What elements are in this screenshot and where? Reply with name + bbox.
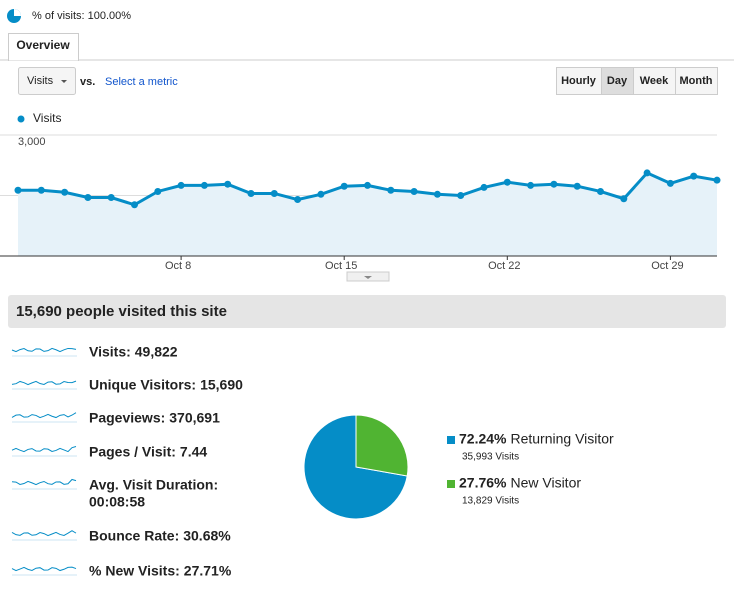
x-tick-label: Oct 15 xyxy=(325,260,357,272)
point xyxy=(713,176,721,184)
granularity-button[interactable] xyxy=(601,67,634,95)
segment-icon-cut xyxy=(14,9,21,16)
granularity-button[interactable] xyxy=(675,67,718,95)
sparkline xyxy=(11,347,77,353)
point xyxy=(247,189,255,197)
point xyxy=(340,182,348,190)
legend-label: Visits xyxy=(33,111,61,125)
metric-value: 370,691 xyxy=(169,410,220,426)
metric-value: 00:08:58 xyxy=(89,494,145,510)
metric-dropdown[interactable] xyxy=(18,67,76,95)
point xyxy=(37,186,45,194)
point xyxy=(433,190,441,198)
legend-swatch xyxy=(447,436,455,444)
summary-title: 15,690 people visited this site xyxy=(16,303,227,320)
granularity-label[interactable]: Hourly xyxy=(561,75,597,87)
point xyxy=(61,188,69,196)
segment-label: % of visits: 100.00% xyxy=(32,10,131,22)
legend-percent: 27.76% xyxy=(459,475,507,491)
point xyxy=(550,180,558,188)
point xyxy=(410,187,418,195)
sparkline xyxy=(11,478,77,486)
point xyxy=(457,192,465,199)
sparkline xyxy=(11,412,77,419)
metric-dropdown-label[interactable]: Visits xyxy=(27,75,54,87)
point xyxy=(154,187,162,195)
point xyxy=(643,169,651,177)
metric-label: Visits: xyxy=(89,344,131,360)
summary-bar xyxy=(8,295,726,328)
legend-count: 35,993 Visits xyxy=(462,452,519,463)
point xyxy=(317,190,325,198)
point xyxy=(294,196,302,204)
metric-value: 7.44 xyxy=(180,444,207,460)
sparkline xyxy=(11,446,77,453)
granularity-button[interactable] xyxy=(633,67,676,95)
x-tick-label: Oct 8 xyxy=(165,260,191,272)
sparkline xyxy=(11,530,77,537)
metric-label: Bounce Rate: xyxy=(89,528,179,544)
point xyxy=(597,187,604,195)
metric-label: Avg. Visit Duration: xyxy=(89,477,218,493)
tab[interactable] xyxy=(8,33,79,61)
point xyxy=(107,194,115,202)
point xyxy=(480,183,488,191)
legend-swatch xyxy=(447,480,455,488)
legend-dot xyxy=(17,115,25,123)
sparkline xyxy=(11,566,77,572)
metric-label: Pages / Visit: xyxy=(89,444,176,460)
point xyxy=(666,179,674,187)
metric-label: % New Visits: xyxy=(89,563,180,579)
granularity-label[interactable]: Month xyxy=(680,75,713,87)
point xyxy=(573,182,581,190)
point xyxy=(14,186,22,194)
point xyxy=(690,172,698,180)
point xyxy=(364,181,371,189)
point xyxy=(224,180,232,188)
metric-label: Pageviews: xyxy=(89,410,165,426)
y-tick-label: 3,000 xyxy=(18,136,46,148)
granularity-button[interactable] xyxy=(556,67,602,95)
metric-label: Unique Visitors: xyxy=(89,377,196,393)
legend-label: New Visitor xyxy=(510,475,581,491)
legend-count: 13,829 Visits xyxy=(462,496,519,507)
sparkline xyxy=(11,380,77,386)
point xyxy=(200,181,208,189)
point xyxy=(84,194,92,202)
point xyxy=(527,181,535,189)
granularity-label[interactable]: Day xyxy=(607,75,628,87)
metric-value: 30.68% xyxy=(183,528,231,544)
granularity-label[interactable]: Week xyxy=(640,75,669,87)
area xyxy=(18,172,717,256)
point xyxy=(131,201,138,209)
pie-slice xyxy=(355,414,409,477)
point xyxy=(177,181,185,189)
point xyxy=(387,186,395,194)
handle-arrow xyxy=(364,276,372,279)
metric-value: 49,822 xyxy=(135,344,178,360)
point xyxy=(270,189,278,197)
point xyxy=(620,195,628,203)
legend-percent: 72.24% xyxy=(459,431,507,447)
x-tick-label: Oct 29 xyxy=(651,260,683,272)
metric-value: 15,690 xyxy=(200,377,243,393)
point xyxy=(503,178,511,186)
metric-value: 27.71% xyxy=(184,563,232,579)
vs-label: vs. xyxy=(80,76,95,88)
x-tick-label: Oct 22 xyxy=(488,260,520,272)
dropdown-arrow xyxy=(61,80,67,83)
tab-label[interactable]: Overview xyxy=(16,38,70,52)
select-metric-link[interactable]: Select a metric xyxy=(105,76,178,88)
legend-label: Returning Visitor xyxy=(510,431,614,447)
